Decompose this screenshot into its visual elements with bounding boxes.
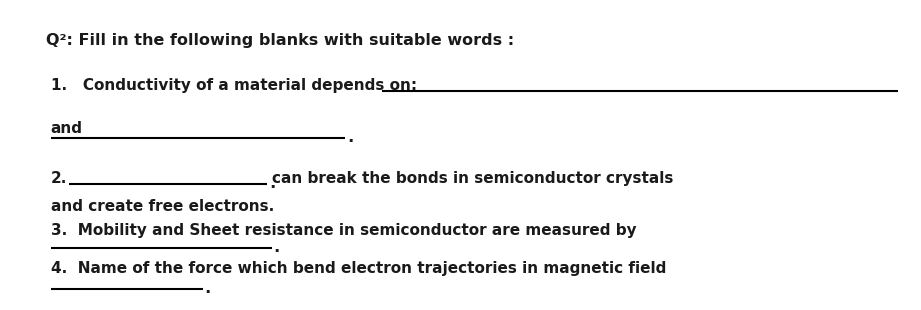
Text: and: and	[51, 121, 83, 136]
Text: .: .	[269, 174, 275, 192]
Text: and create free electrons.: and create free electrons.	[51, 199, 274, 214]
Text: 1.   Conductivity of a material depends on:: 1. Conductivity of a material depends on…	[51, 78, 417, 93]
Text: Q²: Fill in the following blanks with suitable words :: Q²: Fill in the following blanks with su…	[46, 33, 514, 47]
Text: 4.  Name of the force which bend electron trajectories in magnetic field: 4. Name of the force which bend electron…	[51, 261, 666, 276]
Text: 3.  Mobility and Sheet resistance in semiconductor are measured by: 3. Mobility and Sheet resistance in semi…	[51, 224, 636, 238]
Text: can break the bonds in semiconductor crystals: can break the bonds in semiconductor cry…	[272, 171, 673, 186]
Text: .: .	[204, 279, 211, 297]
Text: .: .	[274, 238, 280, 256]
Text: .: .	[347, 128, 354, 146]
Text: 2.: 2.	[51, 171, 67, 186]
